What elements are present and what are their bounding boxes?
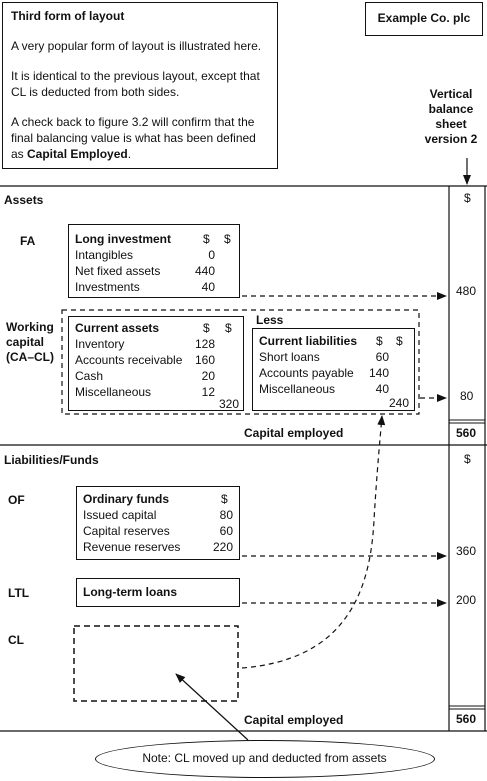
current-liabilities-col1: $ [376, 334, 383, 348]
intro-text-box: Third form of layout A very popular form… [2, 2, 278, 169]
cl-misc-label: Miscellaneous [259, 382, 336, 396]
issued-capital-value: 80 [219, 508, 233, 522]
wc-label-line-3: (CA–CL) [6, 350, 54, 364]
assets-capital-employed-label: Capital employed [244, 426, 344, 440]
current-assets-box: Current assets $ $ Inventory 128 Account… [68, 316, 244, 411]
cl-label: CL [8, 633, 24, 647]
accounts-payable-value: 140 [368, 366, 389, 380]
vertical-label-line-3: sheet [435, 117, 467, 131]
company-name: Example Co. plc [377, 11, 471, 25]
liabilities-capital-employed-label: Capital employed [244, 713, 344, 727]
current-assets-total: 320 [218, 397, 239, 411]
net-fixed-assets-value: 440 [194, 264, 215, 278]
capital-reserves-label: Capital reserves [83, 524, 170, 538]
intro-paragraph-2a: It is identical to the previous layout, … [11, 69, 260, 83]
intro-p3c-prefix: as [11, 147, 28, 161]
long-investment-box: Long investment $ $ Intangibles 0 Net fi… [68, 224, 240, 298]
vertical-balance-label: Vertical balance sheet version 2 [420, 87, 482, 147]
intro-paragraph-1: A very popular form of layout is illustr… [11, 39, 262, 53]
vertical-label-line-4: version 2 [424, 132, 478, 146]
intro-paragraph-3c: as Capital Employed. [11, 147, 131, 161]
investments-label: Investments [75, 280, 140, 294]
assets-section-label: Assets [4, 193, 44, 207]
cl-dashed-box [73, 625, 239, 702]
capital-employed-emphasis: Capital Employed [27, 147, 128, 161]
ca-misc-value: 12 [201, 385, 215, 399]
less-label: Less [256, 313, 284, 327]
long-investment-title: Long investment [75, 232, 172, 246]
long-term-loans-box: Long-term loans [76, 578, 240, 607]
wc-label-line-1: Working [6, 320, 54, 334]
cash-label: Cash [75, 369, 104, 383]
current-liabilities-col2: $ [396, 334, 403, 348]
accounts-receivable-value: 160 [194, 353, 215, 367]
long-investment-col2: $ [224, 232, 231, 246]
inventory-value: 128 [194, 337, 215, 351]
liabilities-currency-header: $ [464, 452, 471, 466]
inventory-label: Inventory [75, 337, 125, 351]
note-callout: Note: CL moved up and deducted from asse… [95, 740, 435, 778]
current-liabilities-box: Current liabilities $ $ Short loans 60 A… [252, 328, 415, 411]
ltl-label: LTL [8, 586, 30, 600]
wc-total: 80 [460, 389, 474, 403]
cl-misc-value: 40 [375, 382, 389, 396]
assets-currency-header: $ [464, 191, 471, 205]
intro-title: Third form of layout [11, 9, 125, 23]
note-pointer-arrow [175, 673, 249, 741]
assets-capital-employed-total: 560 [456, 426, 477, 440]
cl-moved-up-curve [241, 415, 386, 669]
of-total: 360 [456, 544, 477, 558]
short-loans-value: 60 [375, 350, 389, 364]
ordinary-funds-col: $ [221, 492, 228, 506]
liabilities-capital-employed-total: 560 [456, 712, 477, 726]
revenue-reserves-label: Revenue reserves [83, 540, 181, 554]
of-label: OF [8, 493, 25, 507]
revenue-reserves-value: 220 [212, 540, 233, 554]
current-liabilities-title: Current liabilities [259, 334, 358, 348]
accounts-payable-label: Accounts payable [259, 366, 354, 380]
investments-value: 40 [201, 280, 215, 294]
intro-p3c-suffix: . [127, 147, 132, 161]
liabilities-section-label: Liabilities/Funds [4, 453, 99, 467]
intro-paragraph-2b: CL is deducted from both sides. [11, 85, 180, 99]
ordinary-funds-box: Ordinary funds $ Issued capital 80 Capit… [76, 486, 240, 560]
long-term-loans-title: Long-term loans [83, 585, 178, 599]
wc-label-line-2: capital [6, 335, 45, 349]
current-assets-col1: $ [203, 321, 210, 335]
vertical-label-line-2: balance [428, 102, 474, 116]
intangibles-label: Intangibles [75, 248, 134, 262]
working-capital-label: Working capital (CA–CL) [6, 320, 54, 365]
company-name-box: Example Co. plc [365, 2, 483, 36]
cash-value: 20 [201, 369, 215, 383]
capital-reserves-value: 60 [219, 524, 233, 538]
long-investment-col1: $ [203, 232, 210, 246]
ltl-total: 200 [456, 593, 477, 607]
current-assets-col2: $ [225, 321, 232, 335]
net-fixed-assets-label: Net fixed assets [75, 264, 161, 278]
short-loans-label: Short loans [259, 350, 320, 364]
current-assets-title: Current assets [75, 321, 160, 335]
note-text: Note: CL moved up and deducted from asse… [142, 751, 387, 765]
vertical-label-line-1: Vertical [429, 87, 473, 101]
intro-paragraph-3b: final balancing value is what has been d… [11, 131, 256, 145]
issued-capital-label: Issued capital [83, 508, 157, 522]
working-capital-dashed-box [61, 309, 420, 415]
fa-label: FA [20, 234, 36, 248]
ordinary-funds-title: Ordinary funds [83, 492, 170, 506]
intangibles-value: 0 [208, 248, 215, 262]
accounts-receivable-label: Accounts receivable [75, 353, 183, 367]
ca-misc-label: Miscellaneous [75, 385, 152, 399]
intro-paragraph-3a: A check back to figure 3.2 will confirm … [11, 115, 255, 129]
fa-total: 480 [456, 284, 477, 298]
current-liabilities-total: 240 [388, 396, 409, 410]
